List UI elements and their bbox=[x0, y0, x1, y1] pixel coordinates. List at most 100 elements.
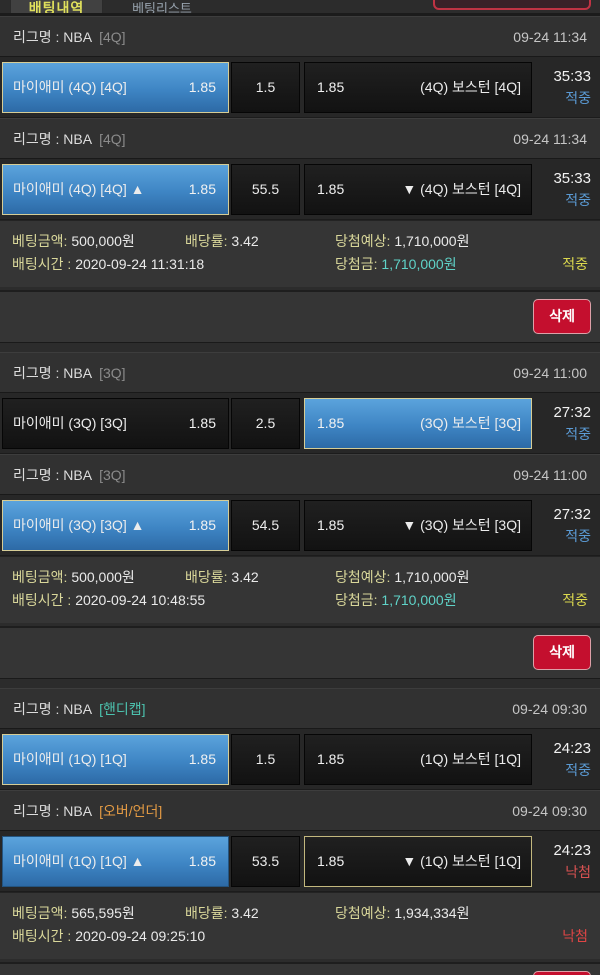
bet-amount-value: 500,000원 bbox=[71, 569, 135, 585]
bet-summary: 베팅금액: 500,000원 배당률: 3.42 당첨예상: 1,710,000… bbox=[0, 556, 600, 623]
league-tag-overunder: [오버/언더] bbox=[99, 802, 163, 819]
overunder-line[interactable]: 54.5 bbox=[231, 499, 300, 551]
delete-row: 삭제 bbox=[0, 626, 600, 678]
bet-status: 적중 bbox=[565, 89, 591, 106]
expected-win-label: 당첨예상: bbox=[335, 905, 391, 921]
home-team-label: 마이애미 (4Q) [4Q] bbox=[13, 79, 127, 95]
delete-button[interactable]: 삭제 bbox=[533, 635, 591, 670]
home-pick-selected-win[interactable]: 마이애미 (3Q) [3Q] ▲ 1.85 bbox=[2, 499, 229, 551]
match-score: 24:23 bbox=[553, 739, 591, 757]
match-score: 27:32 bbox=[553, 403, 591, 421]
home-pick[interactable]: 마이애미 (3Q) [3Q] 1.85 bbox=[2, 397, 229, 449]
league-header: 리그명 : NBA [핸디캡] 09-24 09:30 bbox=[0, 688, 600, 729]
delete-row: 삭제 bbox=[0, 962, 600, 975]
score-column: 27:32 적중 bbox=[532, 504, 600, 546]
away-team-label: ▼ (1Q) 보스턴 [1Q] bbox=[402, 853, 521, 869]
bet-timestamp: 09-24 09:30 bbox=[512, 700, 587, 717]
bet-time-label: 배팅시간 : bbox=[12, 928, 72, 944]
away-pick[interactable]: 1.85 ▼ (3Q) 보스턴 [3Q] bbox=[304, 499, 532, 551]
league-name: 리그명 : NBA bbox=[13, 802, 93, 819]
win-amount-value: 1,710,000원 bbox=[381, 256, 457, 272]
bet-time-value: 2020-09-24 10:48:55 bbox=[75, 592, 206, 608]
home-pick-selected-win[interactable]: 마이애미 (4Q) [4Q] 1.85 bbox=[2, 61, 229, 113]
home-odds: 1.85 bbox=[188, 853, 216, 869]
bet-group-1: 리그명 : NBA [4Q] 09-24 11:34 마이애미 (4Q) [4Q… bbox=[0, 16, 600, 343]
bet-amount-label: 베팅금액: bbox=[12, 569, 68, 585]
bet-group-3: 리그명 : NBA [핸디캡] 09-24 09:30 마이애미 (1Q) [1… bbox=[0, 688, 600, 975]
expected-win-value: 1,934,334원 bbox=[394, 905, 470, 921]
bet-row: 마이애미 (3Q) [3Q] 1.85 2.5 1.85 (3Q) 보스턴 [3… bbox=[0, 393, 600, 454]
home-team-label: 마이애미 (1Q) [1Q] ▲ bbox=[13, 853, 145, 869]
away-pick[interactable]: 1.85 ▼ (4Q) 보스턴 [4Q] bbox=[304, 163, 532, 215]
bet-result: 적중 bbox=[562, 256, 588, 272]
home-pick-selected-win[interactable]: 마이애미 (1Q) [1Q] 1.85 bbox=[2, 733, 229, 785]
delete-button[interactable]: 삭제 bbox=[533, 299, 591, 334]
league-name: 리그명 : NBA bbox=[13, 28, 93, 45]
expected-win-label: 당첨예상: bbox=[335, 569, 391, 585]
delete-all-button-clipped[interactable] bbox=[433, 0, 591, 10]
bet-summary: 베팅금액: 500,000원 배당률: 3.42 당첨예상: 1,710,000… bbox=[0, 220, 600, 287]
home-team-label: 마이애미 (3Q) [3Q] bbox=[13, 415, 127, 431]
overunder-line[interactable]: 53.5 bbox=[231, 835, 300, 887]
home-odds: 1.85 bbox=[188, 517, 216, 533]
away-odds: 1.85 bbox=[317, 415, 345, 431]
rate-label: 배당률: bbox=[185, 905, 228, 921]
league-tag-handicap: [핸디캡] bbox=[99, 700, 146, 717]
bet-status: 적중 bbox=[565, 425, 591, 442]
tab-bet-list[interactable]: 베팅리스트 bbox=[122, 0, 202, 16]
score-column: 24:23 적중 bbox=[532, 738, 600, 780]
match-score: 27:32 bbox=[553, 505, 591, 523]
overunder-line[interactable]: 55.5 bbox=[231, 163, 300, 215]
bet-timestamp: 09-24 11:00 bbox=[513, 364, 587, 381]
rate-value: 3.42 bbox=[231, 905, 259, 921]
away-pick-selected-win[interactable]: 1.85 (3Q) 보스턴 [3Q] bbox=[304, 397, 532, 449]
home-pick-selected-win[interactable]: 마이애미 (4Q) [4Q] ▲ 1.85 bbox=[2, 163, 229, 215]
tab-bet-list-label: 베팅리스트 bbox=[132, 1, 192, 16]
league-name: 리그명 : NBA bbox=[13, 130, 93, 147]
line-value: 54.5 bbox=[251, 517, 280, 533]
away-team-label: ▼ (3Q) 보스턴 [3Q] bbox=[402, 517, 521, 533]
away-pick[interactable]: 1.85 (4Q) 보스턴 [4Q] bbox=[304, 61, 532, 113]
bet-result: 적중 bbox=[562, 592, 588, 608]
rate-label: 배당률: bbox=[185, 233, 228, 249]
bet-row: 마이애미 (4Q) [4Q] ▲ 1.85 55.5 1.85 ▼ (4Q) 보… bbox=[0, 159, 600, 220]
home-odds: 1.85 bbox=[188, 415, 216, 431]
away-pick[interactable]: 1.85 (1Q) 보스턴 [1Q] bbox=[304, 733, 532, 785]
win-amount-label: 당첨금: bbox=[335, 592, 378, 608]
league-name: 리그명 : NBA bbox=[13, 364, 93, 381]
line-value: 53.5 bbox=[251, 853, 280, 869]
score-column: 24:23 낙첨 bbox=[532, 840, 600, 882]
tab-bet-history[interactable]: 배팅내역 bbox=[10, 0, 103, 13]
league-header: 리그명 : NBA [4Q] 09-24 11:34 bbox=[0, 16, 600, 57]
bet-row: 마이애미 (1Q) [1Q] 1.85 1.5 1.85 (1Q) 보스턴 [1… bbox=[0, 729, 600, 790]
away-pick-selected-lose[interactable]: 1.85 ▼ (1Q) 보스턴 [1Q] bbox=[304, 835, 532, 887]
bet-amount-label: 베팅금액: bbox=[12, 233, 68, 249]
line-value: 55.5 bbox=[251, 181, 280, 197]
bet-result: 낙첨 bbox=[562, 928, 588, 944]
league-header: 리그명 : NBA [4Q] 09-24 11:34 bbox=[0, 118, 600, 159]
bet-status: 적중 bbox=[565, 191, 591, 208]
league-header: 리그명 : NBA [3Q] 09-24 11:00 bbox=[0, 454, 600, 495]
league-tag: [4Q] bbox=[99, 130, 126, 147]
handicap-line[interactable]: 2.5 bbox=[231, 397, 300, 449]
rate-value: 3.42 bbox=[231, 569, 259, 585]
expected-win-value: 1,710,000원 bbox=[394, 569, 470, 585]
bet-timestamp: 09-24 11:00 bbox=[513, 466, 587, 483]
bet-timestamp: 09-24 11:34 bbox=[513, 130, 587, 147]
rate-label: 배당률: bbox=[185, 569, 228, 585]
bet-timestamp: 09-24 09:30 bbox=[512, 802, 587, 819]
top-tab-bar: 배팅내역 베팅리스트 bbox=[0, 0, 600, 16]
expected-win-value: 1,710,000원 bbox=[394, 233, 470, 249]
match-score: 24:23 bbox=[553, 841, 591, 859]
delete-button[interactable]: 삭제 bbox=[533, 971, 591, 975]
home-outcome-win[interactable]: 마이애미 (1Q) [1Q] ▲ 1.85 bbox=[2, 835, 229, 887]
bet-status: 적중 bbox=[565, 527, 591, 544]
match-score: 35:33 bbox=[553, 169, 591, 187]
away-odds: 1.85 bbox=[317, 853, 345, 869]
league-tag: [3Q] bbox=[99, 466, 126, 483]
league-name: 리그명 : NBA bbox=[13, 466, 93, 483]
handicap-line[interactable]: 1.5 bbox=[231, 733, 300, 785]
handicap-line[interactable]: 1.5 bbox=[231, 61, 300, 113]
match-score: 35:33 bbox=[553, 67, 591, 85]
expected-win-label: 당첨예상: bbox=[335, 233, 391, 249]
